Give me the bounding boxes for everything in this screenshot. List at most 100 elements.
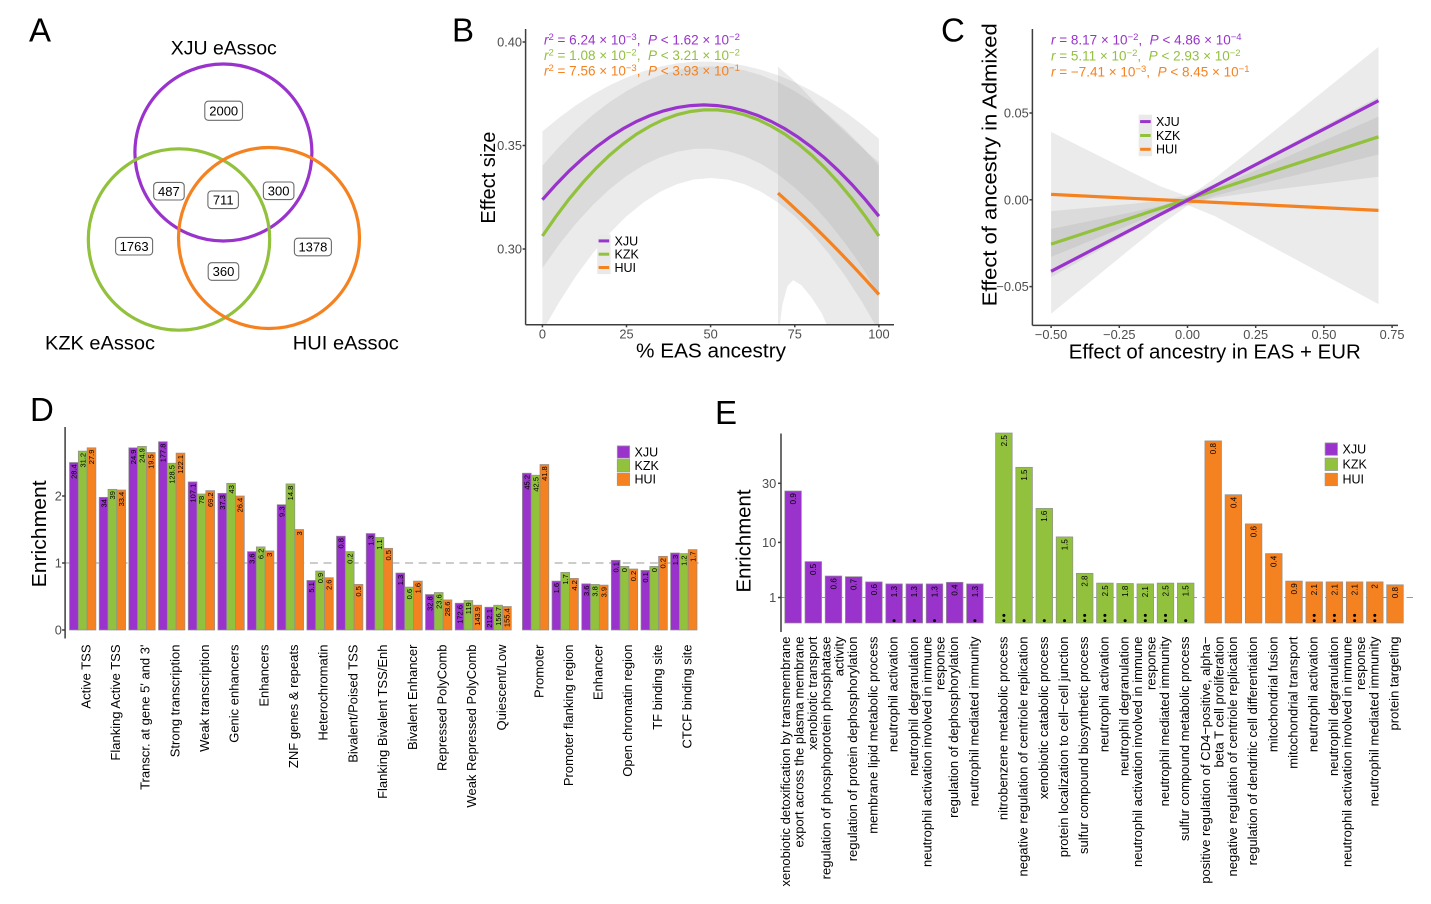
svg-text:% EAS ancestry: % EAS ancestry bbox=[636, 341, 786, 363]
svg-text:1.3: 1.3 bbox=[671, 555, 680, 565]
svg-text:2: 2 bbox=[55, 489, 62, 504]
svg-text:3.6: 3.6 bbox=[248, 553, 257, 563]
svg-text:100: 100 bbox=[868, 327, 889, 342]
svg-text:Bivalent Enhancer: Bivalent Enhancer bbox=[405, 644, 420, 750]
svg-text:1.7: 1.7 bbox=[561, 574, 570, 584]
svg-text:r2 = 1.08 × 10−2, P < 3.21 ×: r2 = 1.08 × 10−2, P < 3.21 × 10−2 bbox=[544, 47, 740, 63]
svg-text:2.6: 2.6 bbox=[325, 580, 334, 590]
svg-text:0.5: 0.5 bbox=[384, 550, 393, 560]
svg-text:Weak transcription: Weak transcription bbox=[197, 645, 212, 752]
svg-text:487: 487 bbox=[158, 184, 180, 199]
svg-text:24.9: 24.9 bbox=[129, 450, 138, 465]
svg-text:Genic enhancers: Genic enhancers bbox=[227, 644, 242, 743]
svg-text:43: 43 bbox=[227, 485, 236, 493]
svg-text:Open chromatin region: Open chromatin region bbox=[620, 645, 635, 777]
svg-text:response: response bbox=[1353, 637, 1368, 690]
svg-text:neutrophil activation: neutrophil activation bbox=[1306, 637, 1321, 753]
svg-text:Repressed PolyComb: Repressed PolyComb bbox=[434, 645, 449, 771]
svg-text:protein localization to cell−c: protein localization to cell−cell juncti… bbox=[1056, 637, 1071, 858]
svg-text:neutrophil activation: neutrophil activation bbox=[1096, 637, 1111, 753]
svg-text:0: 0 bbox=[55, 623, 62, 638]
svg-text:A: A bbox=[29, 12, 51, 49]
svg-text:711: 711 bbox=[213, 192, 234, 207]
svg-text:107.1: 107.1 bbox=[188, 484, 197, 503]
svg-text:50: 50 bbox=[703, 327, 717, 342]
svg-text:0.2: 0.2 bbox=[659, 558, 668, 568]
svg-text:0.6: 0.6 bbox=[405, 589, 414, 599]
svg-text:Transcr. at gene 5' and 3': Transcr. at gene 5' and 3' bbox=[138, 645, 153, 790]
svg-text:Active TSS: Active TSS bbox=[78, 644, 93, 708]
svg-text:−0.50: −0.50 bbox=[1035, 327, 1067, 342]
svg-text:0.1: 0.1 bbox=[641, 572, 650, 582]
svg-text:31.2: 31.2 bbox=[78, 453, 87, 468]
svg-text:neutrophil activation involved: neutrophil activation involved in immune bbox=[1339, 637, 1354, 868]
svg-text:neutrophil activation: neutrophil activation bbox=[886, 637, 901, 753]
svg-text:Flanking Bivalent TSS/Enh: Flanking Bivalent TSS/Enh bbox=[375, 645, 390, 799]
svg-text:0.8: 0.8 bbox=[1209, 443, 1218, 455]
svg-text:regulation of protein dephosph: regulation of protein dephosphorylation bbox=[845, 636, 860, 861]
svg-text:3.6: 3.6 bbox=[582, 586, 591, 596]
svg-text:KZK: KZK bbox=[1156, 129, 1181, 143]
svg-text:0.9: 0.9 bbox=[1290, 583, 1299, 595]
svg-text:XJU: XJU bbox=[615, 234, 639, 248]
svg-text:0.6: 0.6 bbox=[1250, 526, 1259, 538]
svg-text:neutrophil degranulation: neutrophil degranulation bbox=[906, 637, 921, 777]
svg-text:HUI: HUI bbox=[1156, 143, 1178, 157]
svg-text:Weak Repressed PolyComb: Weak Repressed PolyComb bbox=[464, 645, 479, 808]
svg-text:1.2: 1.2 bbox=[680, 555, 689, 565]
svg-text:Quiescent/Low: Quiescent/Low bbox=[494, 644, 509, 731]
svg-text:300: 300 bbox=[268, 183, 290, 198]
svg-text:2.1: 2.1 bbox=[1351, 584, 1360, 596]
svg-text:HUI eAssoc: HUI eAssoc bbox=[293, 334, 399, 355]
svg-text:212.1: 212.1 bbox=[485, 609, 494, 628]
svg-text:75: 75 bbox=[788, 327, 802, 342]
svg-text:41.8: 41.8 bbox=[540, 466, 549, 481]
svg-text:HUI: HUI bbox=[1343, 473, 1365, 487]
svg-text:0.8: 0.8 bbox=[1391, 586, 1400, 598]
svg-text:14.8: 14.8 bbox=[286, 486, 295, 501]
svg-text:negative regulation of centrio: negative regulation of centriole replica… bbox=[1016, 637, 1031, 877]
svg-text:XJU: XJU bbox=[1156, 115, 1180, 129]
svg-text:response: response bbox=[933, 637, 948, 690]
svg-text:3: 3 bbox=[295, 531, 304, 535]
svg-text:122.1: 122.1 bbox=[176, 455, 185, 474]
svg-text:0: 0 bbox=[539, 327, 546, 342]
svg-text:Enrichment: Enrichment bbox=[29, 480, 51, 587]
svg-text:1378: 1378 bbox=[298, 240, 327, 255]
svg-text:4.2: 4.2 bbox=[570, 580, 579, 590]
svg-text:XJU: XJU bbox=[1343, 442, 1367, 456]
svg-text:xenobiotic transport: xenobiotic transport bbox=[805, 636, 820, 750]
svg-text:2.1: 2.1 bbox=[1310, 584, 1319, 596]
svg-text:regulation of dephosphorylatio: regulation of dephosphorylation bbox=[946, 636, 961, 817]
svg-text:beta T cell proliferation: beta T cell proliferation bbox=[1211, 637, 1226, 768]
svg-text:Strong transcription: Strong transcription bbox=[167, 645, 182, 758]
svg-text:0.8: 0.8 bbox=[337, 538, 346, 548]
svg-text:HUI: HUI bbox=[615, 261, 637, 275]
svg-text:1763: 1763 bbox=[120, 239, 149, 254]
svg-text:mitochondrial fusion: mitochondrial fusion bbox=[1265, 637, 1280, 753]
svg-text:19.5: 19.5 bbox=[147, 454, 156, 469]
svg-text:1.3: 1.3 bbox=[366, 535, 375, 545]
svg-text:Enhancers: Enhancers bbox=[256, 644, 271, 707]
svg-text:regulation of phosphoprotein p: regulation of phosphoprotein phosphatase bbox=[818, 637, 833, 880]
svg-text:membrane lipid metabolic proce: membrane lipid metabolic process bbox=[865, 636, 880, 834]
svg-text:1: 1 bbox=[55, 556, 62, 571]
svg-text:360: 360 bbox=[213, 264, 235, 279]
svg-text:0: 0 bbox=[650, 568, 659, 572]
svg-text:27.9: 27.9 bbox=[87, 450, 96, 465]
svg-text:0.5: 0.5 bbox=[354, 586, 363, 596]
svg-text:nitrobenzene metabolic process: nitrobenzene metabolic process bbox=[995, 636, 1010, 820]
svg-text:regulation of dendritic cell d: regulation of dendritic cell differentia… bbox=[1245, 637, 1260, 866]
svg-text:1.5: 1.5 bbox=[1060, 539, 1069, 551]
svg-text:KZK eAssoc: KZK eAssoc bbox=[45, 334, 155, 355]
svg-text:xenobiotic catabolic process: xenobiotic catabolic process bbox=[1036, 636, 1051, 799]
svg-text:37.3: 37.3 bbox=[218, 495, 227, 510]
svg-text:0.25: 0.25 bbox=[1243, 327, 1268, 342]
svg-text:export across the plasma membr: export across the plasma membrane bbox=[791, 637, 806, 848]
svg-text:−0.05: −0.05 bbox=[996, 279, 1028, 294]
svg-text:28.6: 28.6 bbox=[443, 602, 452, 617]
svg-text:1.5: 1.5 bbox=[1182, 585, 1191, 597]
svg-text:mitochondrial transport: mitochondrial transport bbox=[1286, 636, 1301, 769]
svg-text:Promoter: Promoter bbox=[531, 644, 546, 698]
svg-text:6.2: 6.2 bbox=[256, 549, 265, 559]
